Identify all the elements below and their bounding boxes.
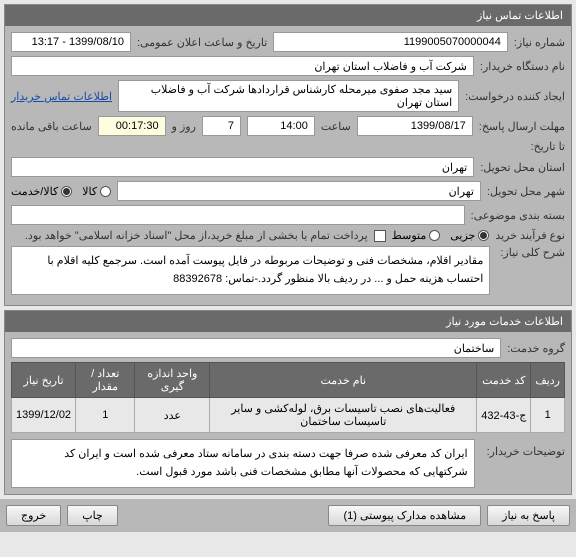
buyer-note-label: توضیحات خریدار: <box>487 439 565 458</box>
service-radio[interactable] <box>61 186 72 197</box>
attachments-button[interactable]: مشاهده مدارک پیوستی (1) <box>328 505 481 526</box>
buy-type-label: نوع فرآیند خرید <box>495 229 565 242</box>
treasury-checkbox[interactable] <box>374 230 386 242</box>
days-field: 7 <box>202 116 241 136</box>
need-number-field: 1199005070000044 <box>273 32 507 52</box>
services-body: گروه خدمت: ساختمان ردیف کد خدمت نام خدمت… <box>5 332 571 494</box>
services-table: ردیف کد خدمت نام خدمت واحد اندازه گیری ت… <box>11 362 565 433</box>
deadline-label: مهلت ارسال پاسخ: <box>479 120 565 133</box>
col-qty: تعداد / مقدار <box>76 363 135 398</box>
creator-field: سید مجد صفوی میرمحله کارشناس قراردادها ش… <box>118 80 459 112</box>
treasury-note: پرداخت تمام یا بخشی از مبلغ خرید،از محل … <box>25 229 368 242</box>
delivery-state-label: استان محل تحویل: <box>480 161 565 174</box>
remaining-label: ساعت باقی مانده <box>11 120 92 133</box>
service-group-field: ساختمان <box>11 338 501 358</box>
footer-buttons: پاسخ به نیاز مشاهده مدارک پیوستی (1) چاپ… <box>0 499 576 532</box>
spacer <box>124 505 323 526</box>
col-name: نام خدمت <box>210 363 477 398</box>
creator-label: ایجاد کننده درخواست: <box>465 90 565 103</box>
buyer-org-label: نام دستگاه خریدار: <box>480 60 565 73</box>
delivery-city-field: تهران <box>117 181 481 201</box>
goods-radio-label: کالا <box>82 185 97 198</box>
service-group-label: گروه خدمت: <box>507 342 565 355</box>
services-header: اطلاعات خدمات مورد نیاز <box>5 311 571 332</box>
medium-radio-item[interactable]: متوسط <box>392 229 441 242</box>
partial-radio-item[interactable]: جزیی <box>450 229 489 242</box>
buyer-org-field: شرکت آب و فاضلاب استان تهران <box>11 56 474 76</box>
cell-qty: 1 <box>76 398 135 433</box>
table-row: 1 ج-43-432 فعالیت‌های نصب تاسیسات برق، ل… <box>12 398 565 433</box>
services-panel: اطلاعات خدمات مورد نیاز گروه خدمت: ساختم… <box>4 310 572 495</box>
general-desc-box: مقادیر اقلام، مشخصات فنی و توضیحات مربوط… <box>11 246 490 295</box>
announce-label: تاریخ و ساعت اعلان عمومی: <box>137 36 267 49</box>
col-code: کد خدمت <box>477 363 531 398</box>
cell-date: 1399/12/02 <box>12 398 76 433</box>
cell-name: فعالیت‌های نصب تاسیسات برق، لوله‌کشی و س… <box>210 398 477 433</box>
group-label: بسته بندی موضوعی: <box>471 209 565 222</box>
cell-code: ج-43-432 <box>477 398 531 433</box>
col-date: تاریخ نیاز <box>12 363 76 398</box>
reply-button[interactable]: پاسخ به نیاز <box>487 505 570 526</box>
goods-radio-item[interactable]: کالا <box>82 185 111 198</box>
buy-type-group: جزیی متوسط <box>392 229 490 242</box>
service-radio-item[interactable]: کالا/خدمت <box>11 185 72 198</box>
general-desc-label: شرح کلی نیاز: <box>500 246 565 259</box>
medium-radio[interactable] <box>429 230 440 241</box>
col-row: ردیف <box>531 363 565 398</box>
group-field <box>11 205 465 225</box>
partial-radio[interactable] <box>478 230 489 241</box>
deadline-time-field: 14:00 <box>247 116 315 136</box>
goods-radio[interactable] <box>100 186 111 197</box>
delivery-city-label: شهر محل تحویل: <box>487 185 565 198</box>
delivery-state-field: تهران <box>11 157 474 177</box>
goods-service-group: کالا کالا/خدمت <box>11 185 111 198</box>
time-label-1: ساعت <box>321 120 351 133</box>
deadline-date-field: 1399/08/17 <box>357 116 473 136</box>
buyer-note-row: توضیحات خریدار: ایران کد معرفی شده صرفا … <box>11 439 565 488</box>
medium-label: متوسط <box>392 229 427 242</box>
buyer-contact-link[interactable]: اطلاعات تماس خریدار <box>11 90 112 103</box>
cell-row: 1 <box>531 398 565 433</box>
deadline-until-label: تا تاریخ: <box>531 140 565 153</box>
need-info-panel: اطلاعات تماس نیاز شماره نیاز: 1199005070… <box>4 4 572 306</box>
need-number-label: شماره نیاز: <box>514 36 565 49</box>
days-label: روز و <box>172 120 196 133</box>
countdown-field: 00:17:30 <box>98 116 166 136</box>
panel-header: اطلاعات تماس نیاز <box>5 5 571 26</box>
col-unit: واحد اندازه گیری <box>135 363 210 398</box>
table-header-row: ردیف کد خدمت نام خدمت واحد اندازه گیری ت… <box>12 363 565 398</box>
print-button[interactable]: چاپ <box>67 505 118 526</box>
buyer-note-box: ایران کد معرفی شده صرفا جهت دسته بندی در… <box>11 439 475 488</box>
panel-body: شماره نیاز: 1199005070000044 تاریخ و ساع… <box>5 26 571 305</box>
cell-unit: عدد <box>135 398 210 433</box>
exit-button[interactable]: خروج <box>6 505 61 526</box>
partial-label: جزیی <box>450 229 475 242</box>
service-radio-label: کالا/خدمت <box>11 185 58 198</box>
announce-field: 1399/08/10 - 13:17 <box>11 32 131 52</box>
